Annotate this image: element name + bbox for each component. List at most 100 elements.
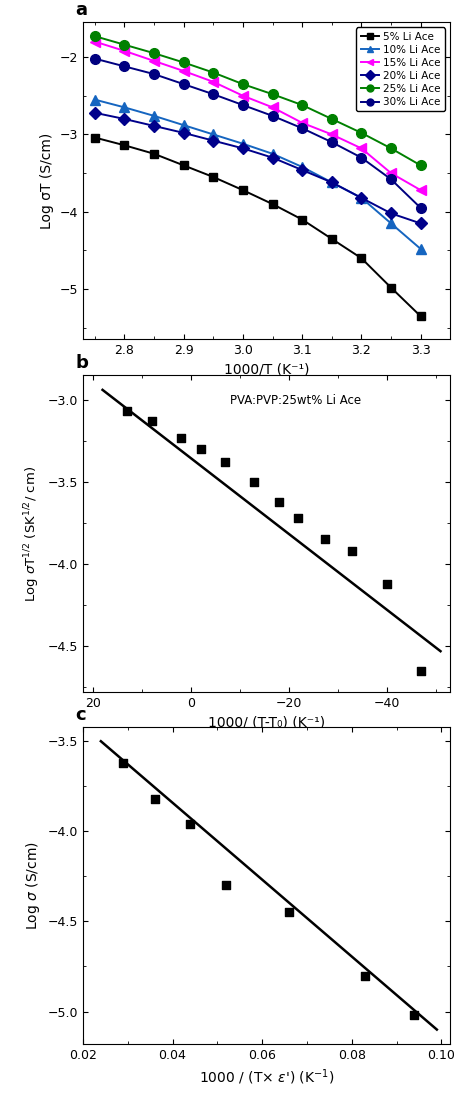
15% Li Ace (299, 116, 305, 129)
Point (177, 429, 185, 446)
5% Li Ace (240, 184, 246, 197)
5% Li Ace (358, 252, 364, 265)
15% Li Ace (151, 55, 157, 68)
Point (410, 1006, 418, 1024)
Legend: 5% Li Ace, 10% Li Ace, 15% Li Ace, 20% Li Ace, 25% Li Ace, 30% Li Ace: 5% Li Ace, 10% Li Ace, 15% Li Ace, 20% L… (356, 28, 445, 111)
Point (148, 412, 155, 430)
X-axis label: 1000/T (K⁻¹): 1000/T (K⁻¹) (224, 363, 310, 377)
X-axis label: 1000/ (T-T₀) (K⁻¹): 1000/ (T-T₀) (K⁻¹) (208, 716, 325, 730)
Line: 25% Li Ace: 25% Li Ace (90, 31, 426, 170)
Line: 15% Li Ace: 15% Li Ace (90, 37, 426, 195)
Line: 20% Li Ace: 20% Li Ace (91, 109, 425, 227)
Point (321, 531, 329, 549)
20% Li Ace (388, 207, 394, 220)
10% Li Ace (270, 147, 275, 160)
15% Li Ace (210, 76, 216, 89)
Point (383, 575, 391, 593)
Text: a: a (75, 1, 88, 19)
5% Li Ace (329, 233, 335, 246)
5% Li Ace (151, 147, 157, 160)
10% Li Ace (240, 137, 246, 150)
Text: c: c (75, 706, 86, 723)
Point (361, 966, 369, 984)
10% Li Ace (418, 243, 423, 256)
5% Li Ace (299, 213, 305, 226)
10% Li Ace (329, 176, 335, 189)
25% Li Ace (181, 56, 186, 69)
15% Li Ace (121, 45, 127, 58)
Point (275, 493, 283, 511)
10% Li Ace (299, 160, 305, 174)
25% Li Ace (418, 159, 423, 173)
20% Li Ace (418, 217, 423, 230)
10% Li Ace (388, 217, 394, 230)
5% Li Ace (92, 131, 98, 145)
25% Li Ace (121, 38, 127, 51)
20% Li Ace (181, 126, 186, 139)
Text: PVA:PVP:25wt% Li Ace: PVA:PVP:25wt% Li Ace (230, 394, 362, 407)
Point (348, 542, 356, 560)
25% Li Ace (92, 30, 98, 43)
10% Li Ace (92, 93, 98, 107)
30% Li Ace (358, 151, 364, 165)
15% Li Ace (329, 128, 335, 141)
Text: b: b (75, 354, 89, 372)
Point (221, 453, 229, 471)
20% Li Ace (151, 119, 157, 132)
Point (285, 904, 293, 922)
15% Li Ace (181, 65, 186, 78)
Point (251, 473, 258, 491)
Point (417, 662, 425, 680)
5% Li Ace (210, 170, 216, 184)
5% Li Ace (418, 309, 423, 323)
5% Li Ace (270, 197, 275, 210)
15% Li Ace (388, 167, 394, 180)
10% Li Ace (121, 100, 127, 114)
25% Li Ace (151, 47, 157, 60)
Line: 10% Li Ace: 10% Li Ace (90, 95, 426, 254)
15% Li Ace (418, 184, 423, 197)
Y-axis label: Log σT (S/cm): Log σT (S/cm) (40, 132, 54, 229)
5% Li Ace (121, 139, 127, 152)
30% Li Ace (210, 88, 216, 101)
30% Li Ace (92, 52, 98, 66)
Y-axis label: Log $\sigma$ (S/cm): Log $\sigma$ (S/cm) (24, 841, 42, 929)
20% Li Ace (121, 112, 127, 126)
30% Li Ace (388, 173, 394, 186)
15% Li Ace (240, 89, 246, 102)
25% Li Ace (240, 78, 246, 91)
20% Li Ace (92, 106, 98, 119)
30% Li Ace (299, 121, 305, 135)
Line: 30% Li Ace: 30% Li Ace (90, 53, 426, 213)
30% Li Ace (240, 98, 246, 111)
30% Li Ace (418, 201, 423, 215)
25% Li Ace (388, 141, 394, 155)
Line: 5% Li Ace: 5% Li Ace (91, 134, 425, 321)
10% Li Ace (358, 191, 364, 205)
20% Li Ace (270, 151, 275, 165)
30% Li Ace (329, 136, 335, 149)
Point (295, 509, 302, 526)
25% Li Ace (270, 88, 275, 101)
5% Li Ace (181, 159, 186, 173)
Point (151, 790, 158, 808)
10% Li Ace (151, 109, 157, 122)
20% Li Ace (210, 134, 216, 147)
Y-axis label: Log $\sigma$T$^{1/2}$ (SK$^{1/2}$/ cm): Log $\sigma$T$^{1/2}$ (SK$^{1/2}$/ cm) (23, 465, 42, 602)
20% Li Ace (299, 164, 305, 177)
15% Li Ace (92, 35, 98, 48)
20% Li Ace (358, 191, 364, 205)
10% Li Ace (210, 128, 216, 141)
X-axis label: 1000 / (T$\times$ $\varepsilon$') (K$^{-1}$): 1000 / (T$\times$ $\varepsilon$') (K$^{-… (199, 1067, 334, 1087)
30% Li Ace (270, 109, 275, 122)
30% Li Ace (151, 68, 157, 81)
Point (187, 815, 194, 833)
15% Li Ace (358, 141, 364, 155)
30% Li Ace (181, 78, 186, 91)
15% Li Ace (270, 100, 275, 114)
30% Li Ace (121, 60, 127, 73)
20% Li Ace (329, 176, 335, 189)
Point (119, 754, 127, 771)
5% Li Ace (388, 280, 394, 294)
10% Li Ace (181, 118, 186, 131)
